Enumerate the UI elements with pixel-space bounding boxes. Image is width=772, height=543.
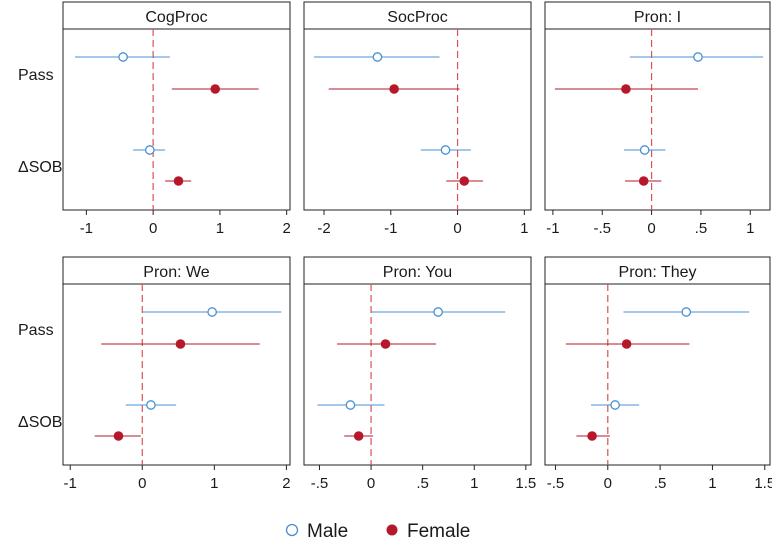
row-label: Pass [18,67,54,84]
x-tick-label: 1 [708,475,716,492]
male-point [118,52,128,62]
x-tick-label: -.5 [593,220,611,237]
legend-male-label: Male [307,521,348,542]
x-tick-label: -1 [64,475,77,492]
panel-frame [62,28,291,211]
x-tick-label: 0 [149,220,157,237]
female-point [638,176,649,186]
x-tick-label: .5 [654,475,667,492]
x-tick-label: 1 [746,220,754,237]
x-tick-label: -2 [317,220,330,237]
panel-title: Pron: They [619,264,697,281]
male-point [693,52,703,62]
female-point [389,84,399,94]
female-point [380,339,391,349]
male-point [681,307,692,317]
x-tick-label: 2 [282,220,290,237]
panel-frame [303,28,532,211]
x-tick-label: -1 [546,220,559,237]
male-point [372,52,383,62]
legend-female-marker [386,524,398,536]
female-point [459,176,470,186]
female-point [353,431,364,441]
female-point [210,84,221,94]
panel-4: Pron: We -1 0 1 2 Pass ΔSOB [18,256,291,492]
male-point [433,307,443,317]
x-tick-label: 0 [367,475,375,492]
x-tick-label: -.5 [311,475,329,492]
female-point [621,339,632,349]
female-point [113,431,124,441]
x-tick-label: 1.5 [515,475,536,492]
row-label: ΔSOB [18,159,62,176]
female-point [621,84,631,94]
panel-title: SocProc [387,9,447,26]
x-tick-label: .5 [416,475,429,492]
panel-title: Pron: I [634,9,681,26]
panel-title-strip [62,1,291,30]
female-point [175,339,186,349]
female-point [173,176,184,186]
female-point [587,431,597,441]
legend: Male Female [285,521,470,542]
panel-title: Pron: We [143,264,210,281]
male-point [639,145,650,155]
panel-6: Pron: They -.5 0 .5 1 1.5 [544,256,772,492]
panel-frame [544,283,771,466]
panel-title-strip [303,1,532,30]
x-tick-label: 1 [216,220,224,237]
x-tick-label: 2 [282,475,290,492]
x-tick-label: -1 [80,220,93,237]
x-tick-label: 1 [470,475,478,492]
x-tick-label: 0 [647,220,655,237]
row-label: Pass [18,322,54,339]
panel-1: CogProc -1 0 1 2 Pass ΔSOB [18,1,291,237]
male-point [146,400,156,410]
x-tick-label: 1 [520,220,528,237]
panel-title-strip [544,256,771,285]
x-tick-label: 1.5 [754,475,772,492]
x-tick-label: .5 [695,220,708,237]
legend-female-label: Female [407,521,470,542]
row-label: ΔSOB [18,414,62,431]
male-point [345,400,356,410]
panel-frame [303,283,532,466]
male-point [144,145,155,155]
panel-frame [544,28,771,211]
x-tick-label: -1 [384,220,397,237]
legend-male-marker [285,523,299,537]
panel-title-strip [544,1,771,30]
panel-3: Pron: I -1 -.5 0 .5 1 [544,1,771,237]
x-tick-label: -.5 [547,475,565,492]
panel-title: Pron: You [383,264,452,281]
x-tick-label: 1 [210,475,218,492]
male-point [440,145,451,155]
x-tick-label: 0 [138,475,146,492]
male-point [207,307,218,317]
x-tick-label: 0 [453,220,461,237]
panel-frame [62,283,291,466]
panel-2: SocProc -2 -1 0 1 [303,1,532,237]
panel-5: Pron: You -.5 0 .5 1 1.5 [303,256,536,492]
male-point [610,400,620,410]
panel-title: CogProc [145,9,207,26]
x-tick-label: 0 [604,475,612,492]
panel-title-strip [303,256,532,285]
